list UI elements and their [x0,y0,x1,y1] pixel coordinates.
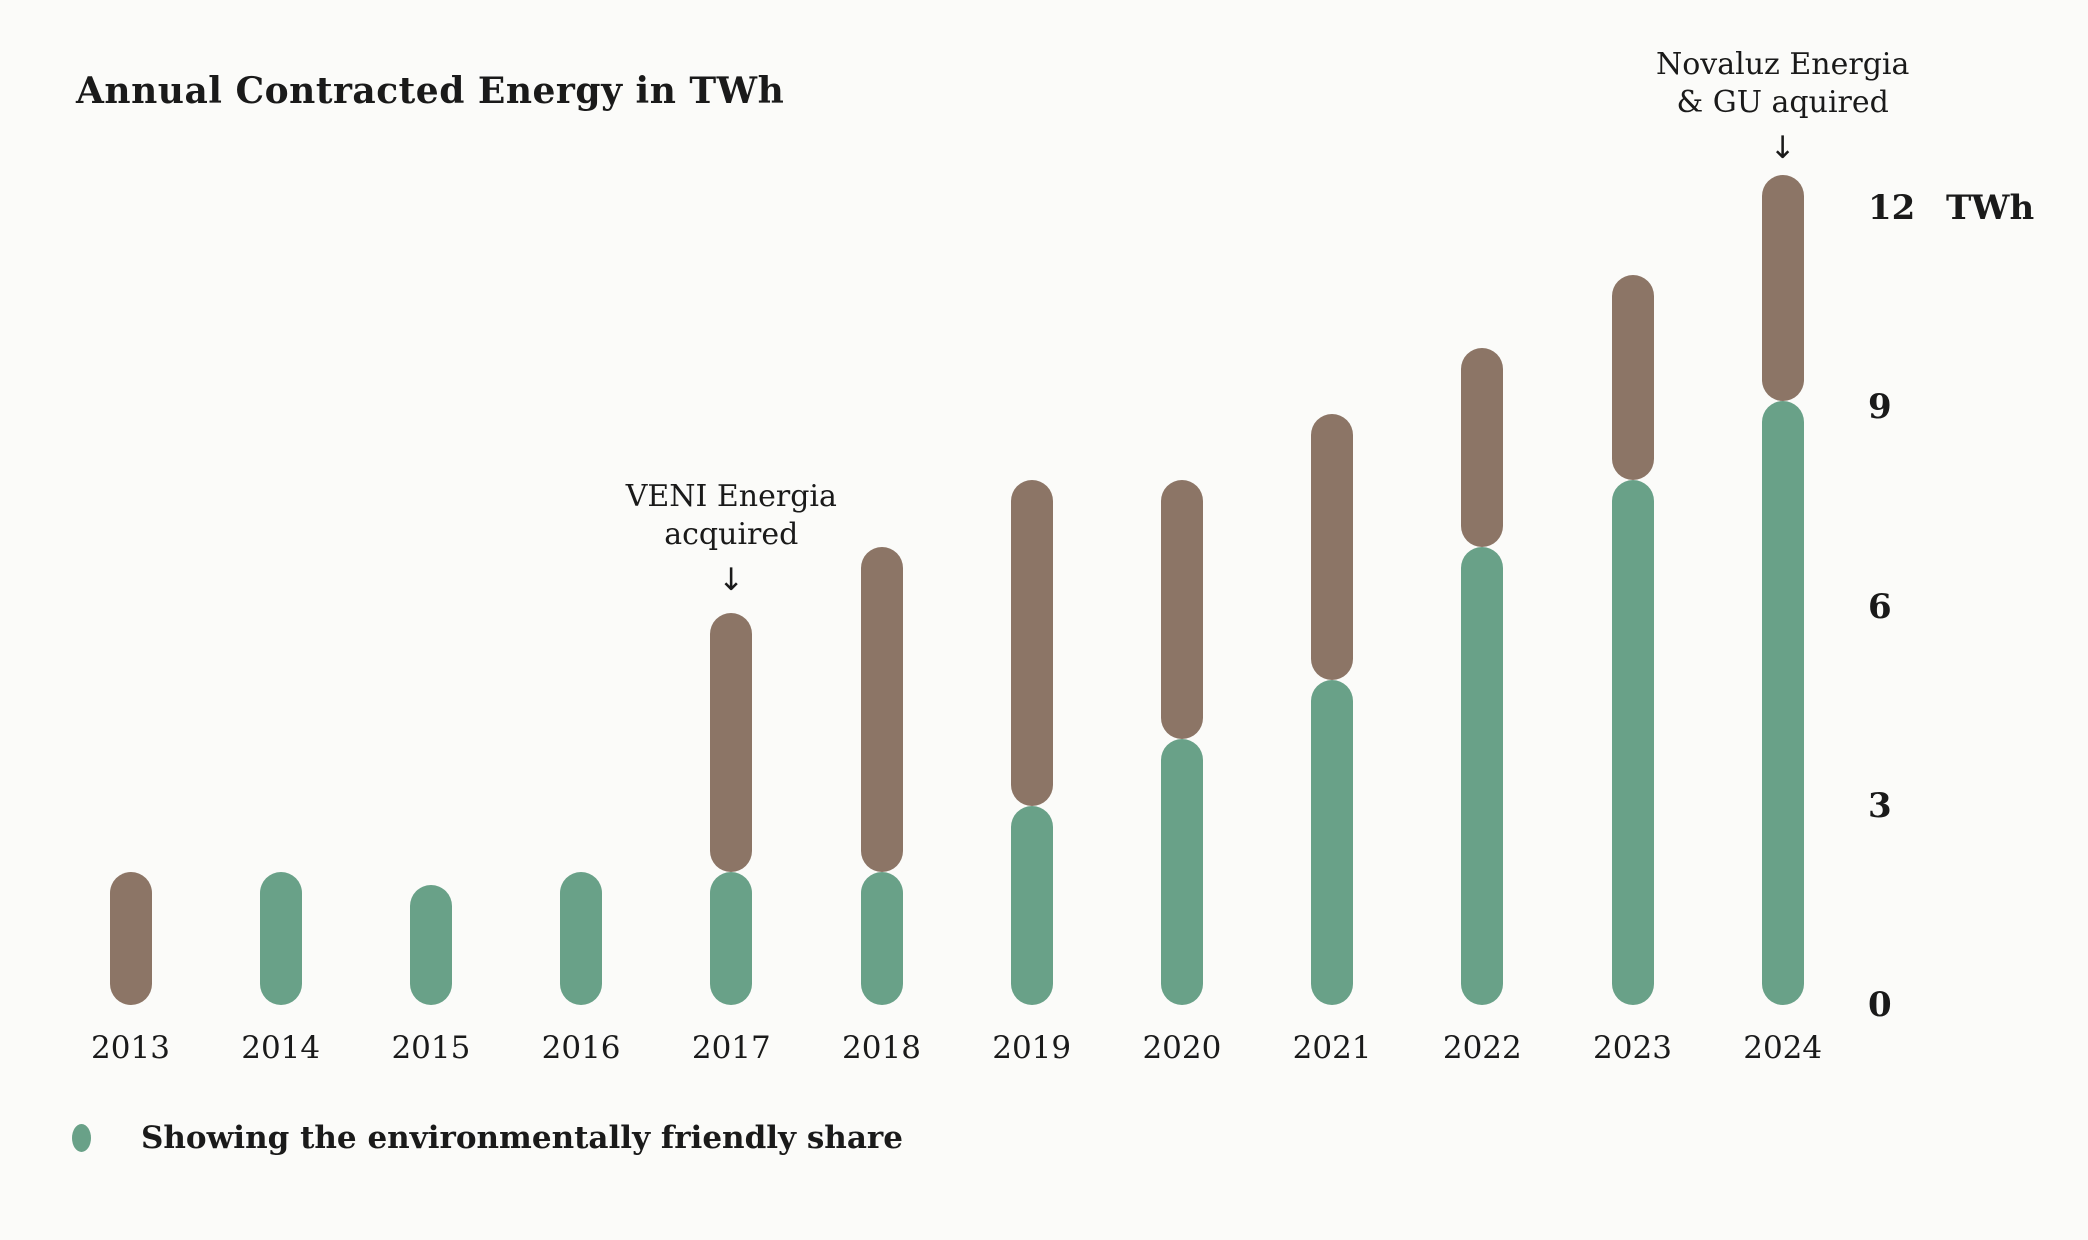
bar-2015 [409,885,452,1005]
x-axis-label-2020: 2020 [1142,1030,1222,1066]
bar-2020 [1160,480,1203,1005]
legend: Showing the environmentally friendly sha… [72,1120,903,1156]
bar-segment-green-2019 [1010,805,1053,1005]
x-axis-label-2019: 2019 [992,1030,1072,1066]
bar-2022 [1461,347,1504,1005]
y-axis-tick-9: 9 [1868,387,1892,428]
x-axis-label-2024: 2024 [1743,1030,1823,1066]
annotation-down-arrow-icon: ↓ [718,562,745,598]
annotation-2024: Novaluz Energia & GU aquired ↓ [1656,46,1909,168]
x-axis-label-2021: 2021 [1292,1030,1372,1066]
bar-segment-brown-2023 [1611,274,1654,481]
x-axis-label-2013: 2013 [91,1030,170,1066]
bar-2023 [1611,274,1654,1005]
bar-segment-green-2014 [259,872,302,1005]
bar-2024 [1761,175,1804,1005]
bar-2013 [109,872,152,1005]
bar-segment-green-2015 [409,885,452,1005]
bar-segment-green-2016 [560,872,603,1005]
x-axis-label-2014: 2014 [241,1030,321,1066]
annotation-line1: VENI Energia [625,479,837,514]
bar-segment-green-2021 [1311,679,1354,1005]
bar-segment-green-2020 [1160,739,1203,1005]
legend-green-dot-icon [72,1124,91,1152]
legend-label: Showing the environmentally friendly sha… [141,1120,903,1156]
y-axis-tick-3: 3 [1868,785,1892,826]
x-axis-label-2022: 2022 [1442,1030,1522,1066]
y-axis-tick-0: 0 [1868,985,1892,1025]
bar-segment-brown-2018 [860,546,903,873]
x-axis-label-2023: 2023 [1593,1030,1672,1066]
bar-segment-brown-2017 [710,613,753,873]
bar-2016 [560,872,603,1005]
bar-segment-green-2017 [710,872,753,1005]
annotation-line2: acquired [664,516,799,552]
x-axis-label-2016: 2016 [541,1030,621,1066]
y-axis-unit-label: TWh [1946,188,2035,228]
bar-segment-brown-2022 [1461,347,1504,547]
bar-segment-brown-2024 [1761,175,1804,401]
bar-segment-brown-2019 [1010,480,1053,806]
bar-2017 [710,613,753,1005]
y-axis-tick-12: 12 [1868,188,1916,229]
bar-2018 [860,546,903,1005]
x-axis-label-2018: 2018 [842,1030,921,1066]
bar-segment-brown-2013 [109,872,152,1005]
annotation-down-arrow-icon: ↓ [1769,130,1796,166]
bar-2014 [259,872,302,1005]
bar-2019 [1010,480,1053,1005]
bar-segment-green-2024 [1761,400,1804,1005]
x-axis-label-2017: 2017 [691,1030,771,1066]
annotation-line1: Novaluz Energia [1655,47,1910,82]
y-axis-tick-6: 6 [1868,586,1892,627]
chart-title: Annual Contracted Energy in TWh [76,70,785,112]
bar-segment-green-2018 [860,872,903,1005]
bar-2021 [1311,414,1354,1005]
annotation-2017: VENI Energia acquired ↓ [626,478,837,600]
x-axis-label-2015: 2015 [391,1030,471,1066]
annotation-line2: & GU aquired [1676,84,1889,120]
bar-segment-brown-2020 [1160,480,1203,740]
bar-segment-green-2023 [1611,480,1654,1005]
bar-segment-green-2022 [1461,546,1504,1005]
bar-segment-brown-2021 [1311,414,1354,680]
